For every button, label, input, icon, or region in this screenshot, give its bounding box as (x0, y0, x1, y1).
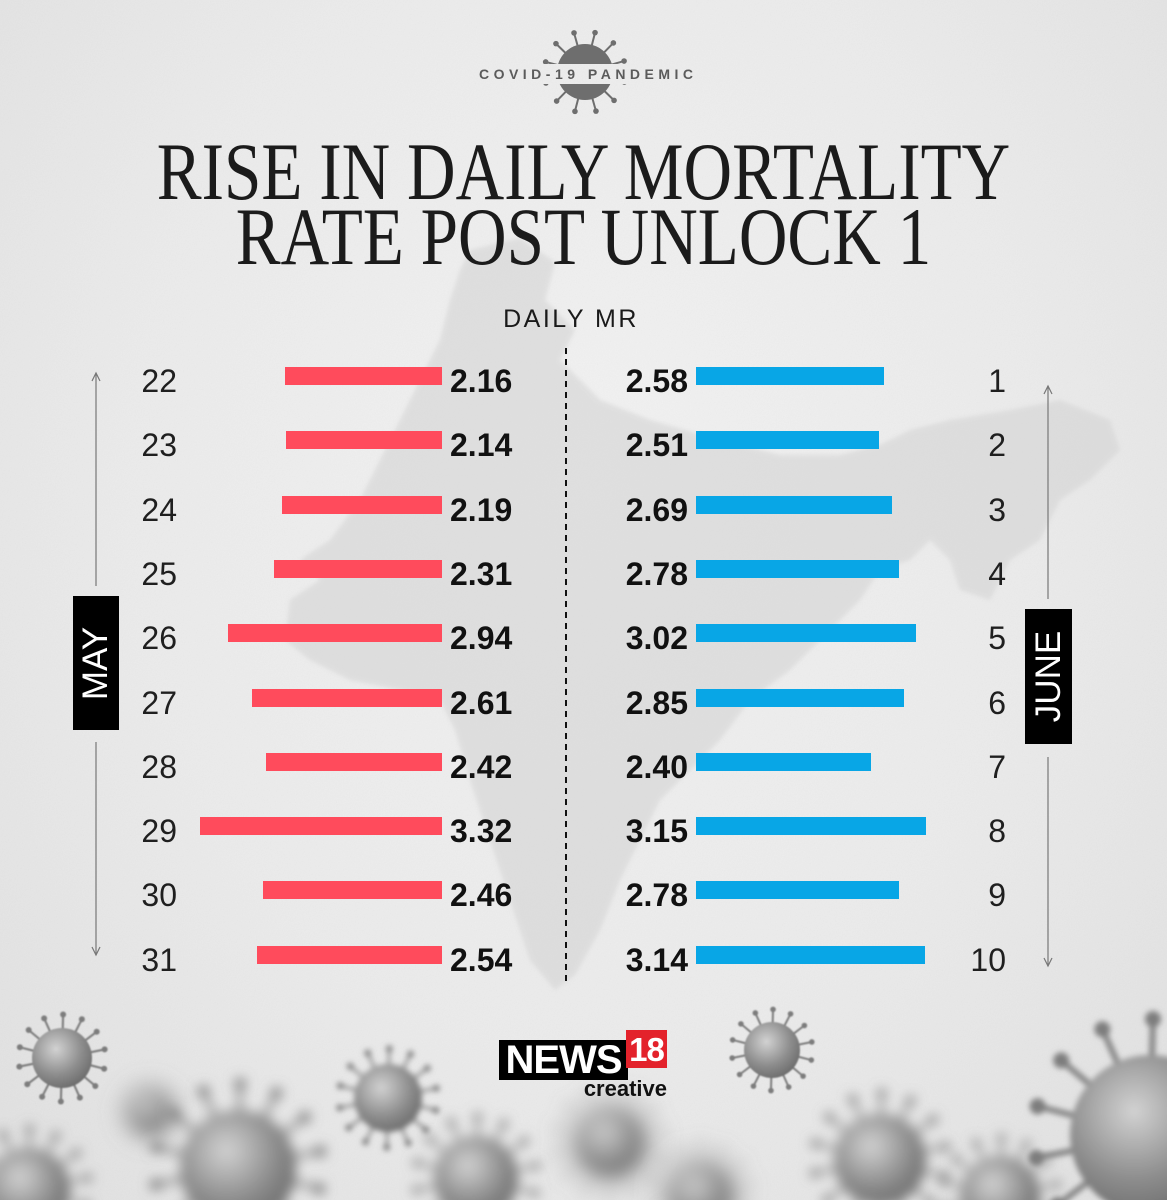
may-value-label: 2.19 (450, 491, 513, 528)
virus-icon (729, 1006, 815, 1094)
june-bar (696, 367, 885, 385)
title-line-2: RATE POST UNLOCK 1 (235, 191, 932, 282)
may-day-label: 25 (141, 555, 177, 592)
june-bar (696, 495, 893, 514)
down-arrowhead-icon (91, 946, 101, 957)
india-map-silhouette (285, 238, 1120, 990)
june-value-label: 3.02 (625, 620, 688, 657)
june-day-label: 5 (988, 620, 1006, 657)
logo-18-badge: 18 (626, 1030, 667, 1068)
may-bar (282, 495, 442, 514)
june-bar (696, 559, 899, 578)
may-bar (284, 367, 442, 385)
may-bar (262, 881, 442, 900)
up-arrowhead-icon (1043, 384, 1053, 395)
badge-label: COVID-19 PANDEMIC (478, 66, 698, 82)
may-value-label: 3.32 (450, 813, 513, 850)
june-bar (696, 881, 899, 900)
june-value-label: 3.14 (625, 941, 688, 978)
june-day-label: 6 (988, 684, 1006, 721)
june-label-box: JUNE (1025, 609, 1072, 744)
may-value-label: 2.94 (450, 620, 513, 657)
up-arrowhead-icon (91, 371, 101, 382)
june-day-label: 3 (988, 491, 1006, 528)
may-day-label: 31 (141, 941, 177, 978)
virus-icon (412, 1112, 540, 1200)
may-day-label: 28 (141, 748, 177, 785)
june-bar (696, 624, 917, 643)
may-label: MAY (76, 626, 116, 700)
may-day-label: 24 (141, 491, 177, 528)
virus-icon (116, 1077, 184, 1147)
june-bar (696, 817, 926, 836)
june-value-label: 2.58 (625, 363, 688, 399)
june-value-label: 3.15 (625, 813, 688, 850)
may-value-label: 2.54 (450, 941, 513, 978)
may-bar (273, 559, 442, 578)
may-value-label: 2.46 (450, 877, 513, 914)
may-bar (265, 752, 442, 771)
june-label: JUNE (1029, 630, 1068, 723)
daily-mr-label: DAILY MR (503, 305, 639, 333)
june-bar (696, 688, 904, 707)
virus-icon (648, 1142, 752, 1200)
may-bar (285, 431, 442, 450)
june-day-label: 8 (988, 813, 1006, 850)
june-bar (696, 752, 871, 771)
virus-icon (0, 1124, 92, 1200)
virus-icon (1028, 1011, 1167, 1200)
june-value-label: 2.40 (625, 748, 688, 785)
may-day-label: 22 (141, 363, 177, 399)
may-day-label: 27 (141, 684, 177, 721)
may-day-label: 23 (141, 427, 177, 464)
may-bar (199, 817, 442, 836)
virus-icon (939, 1134, 1061, 1200)
may-bar (251, 688, 442, 707)
may-day-label: 30 (141, 877, 177, 914)
june-range-arrow (1043, 384, 1053, 968)
may-day-label: 26 (141, 620, 177, 657)
june-value-label: 2.78 (625, 877, 688, 914)
june-day-label: 2 (988, 427, 1006, 464)
virus-icon (16, 1011, 108, 1105)
may-value-label: 2.31 (450, 555, 513, 592)
virus-icon (336, 1045, 440, 1151)
june-day-label: 1 (988, 363, 1006, 399)
title-line-1: RISE IN DAILY MORTALITY (156, 126, 1011, 217)
virus-icon (810, 1088, 950, 1200)
june-day-label: 7 (988, 748, 1006, 785)
june-day-label: 10 (970, 941, 1006, 978)
may-label-box: MAY (73, 596, 119, 730)
may-range-arrow (91, 371, 101, 957)
down-arrowhead-icon (1043, 957, 1053, 968)
june-day-label: 9 (988, 877, 1006, 914)
virus-icon (555, 1086, 665, 1198)
logo-creative-text: creative (583, 1076, 667, 1101)
virus-icon (542, 29, 628, 115)
june-value-label: 2.78 (625, 555, 688, 592)
june-bar (696, 431, 879, 450)
may-bar (256, 945, 442, 964)
may-value-label: 2.16 (450, 363, 513, 399)
may-bar (227, 624, 442, 643)
may-value-label: 2.61 (450, 684, 513, 721)
june-value-label: 2.51 (625, 427, 688, 464)
badge-virus-group (542, 29, 628, 115)
june-bar (696, 945, 925, 964)
may-value-label: 2.14 (450, 427, 513, 464)
may-value-label: 2.42 (450, 748, 513, 785)
virus-icon (149, 1078, 327, 1200)
virus-decoration-group (0, 1006, 1167, 1200)
logo-news-text: NEWS (499, 1040, 628, 1081)
may-day-label: 29 (141, 813, 177, 850)
june-day-label: 4 (988, 555, 1006, 592)
june-value-label: 2.69 (625, 491, 688, 528)
june-value-label: 2.85 (625, 684, 688, 721)
